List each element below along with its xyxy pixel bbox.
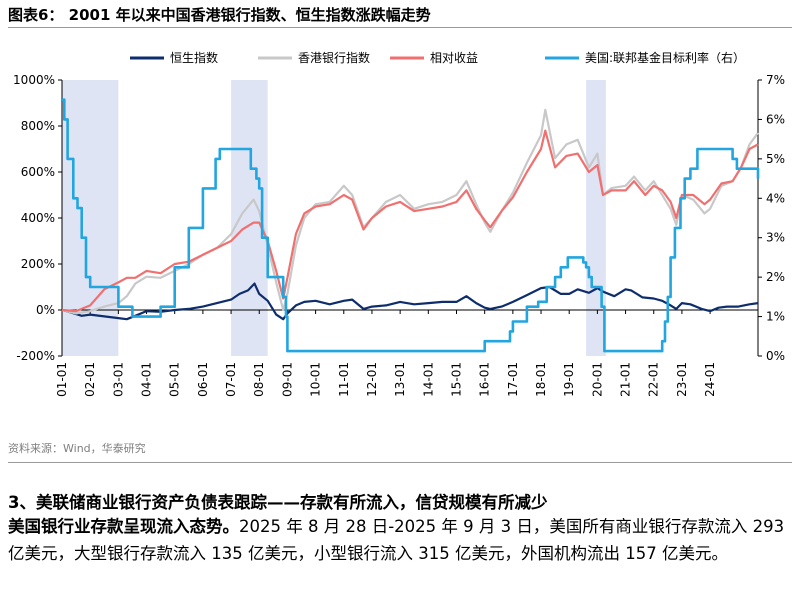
legend-label: 美国:联邦基金目标利率（右） <box>585 50 745 65</box>
x-tick-label: 10-01 <box>309 362 323 397</box>
right-tick-label: 0% <box>766 349 785 363</box>
legend-label: 恒生指数 <box>170 50 218 65</box>
right-tick-label: 6% <box>766 112 785 126</box>
legend-label: 香港银行指数 <box>298 50 370 65</box>
x-tick-label: 15-01 <box>449 362 463 397</box>
body-paragraph: 美国银行业存款呈现流入态势。2025 年 8 月 28 日-2025 年 9 月… <box>8 513 794 567</box>
x-tick-label: 19-01 <box>562 362 576 397</box>
x-tick-label: 09-01 <box>280 362 294 397</box>
x-tick-label: 04-01 <box>140 362 154 397</box>
shaded-periods <box>62 80 606 356</box>
right-tick-label: 4% <box>766 191 785 205</box>
right-tick-label: 5% <box>766 152 785 166</box>
x-tick-label: 22-01 <box>647 362 661 397</box>
series-line <box>62 98 760 353</box>
x-tick-label: 01-01 <box>55 362 69 397</box>
series-line <box>61 282 759 321</box>
paragraph-body: 2025 年 8 月 28 日-2025 年 9 月 3 日，美国所有商业银行存… <box>8 517 785 563</box>
source-note: 资料来源：Wind，华泰研究 <box>8 442 146 455</box>
x-tick-label: 07-01 <box>224 362 238 397</box>
x-tick-label: 21-01 <box>619 362 633 397</box>
series-lines <box>61 98 760 353</box>
x-tick-label: 13-01 <box>393 362 407 397</box>
series-line <box>61 129 759 313</box>
x-tick-label: 06-01 <box>196 362 210 397</box>
x-tick-label: 23-01 <box>675 362 689 397</box>
source-divider <box>8 462 792 463</box>
x-tick-label: 17-01 <box>506 362 520 397</box>
left-tick-label: 600% <box>21 165 55 179</box>
left-tick-label: 400% <box>21 211 55 225</box>
figure-title: 图表6： 2001 年以来中国香港银行指数、恒生指数涨跌幅走势 <box>8 6 431 24</box>
x-tick-label: 18-01 <box>534 362 548 397</box>
section-heading: 3、美联储商业银行资产负债表跟踪——存款有所流入，信贷规模有所减少 <box>8 493 548 512</box>
legend-label: 相对收益 <box>430 51 478 65</box>
series-line <box>61 108 759 315</box>
x-tick-label: 16-01 <box>478 362 492 397</box>
line-chart: -200% 0% 200% 400% 600% 800% 1000% 0% 1% 2% 3% 4% 5%… <box>13 50 785 397</box>
right-tick-label: 2% <box>766 270 785 284</box>
x-tick-label: 14-01 <box>421 362 435 397</box>
x-tick-label: 12-01 <box>365 362 379 397</box>
x-tick-label: 20-01 <box>590 362 604 397</box>
paragraph-lead: 美国银行业存款呈现流入态势。 <box>8 517 239 536</box>
left-tick-label: 800% <box>21 119 55 133</box>
left-tick-label: -200% <box>16 349 55 363</box>
right-tick-label: 1% <box>766 310 785 324</box>
recession-band <box>586 80 606 356</box>
legend: 恒生指数 香港银行指数 相对收益 美国:联邦基金目标利率（右） <box>130 50 745 65</box>
x-tick-label: 05-01 <box>168 362 182 397</box>
x-tick-label: 02-01 <box>83 362 97 397</box>
right-tick-label: 3% <box>766 231 785 245</box>
x-tick-label: 24-01 <box>703 362 717 397</box>
title-divider <box>8 27 792 28</box>
left-tick-label: 200% <box>21 257 55 271</box>
left-tick-label: 1000% <box>13 73 55 87</box>
left-tick-label: 0% <box>36 303 55 317</box>
right-tick-label: 7% <box>766 73 785 87</box>
x-tick-label: 08-01 <box>252 362 266 397</box>
x-tick-label: 11-01 <box>337 362 351 397</box>
x-tick-label: 03-01 <box>111 362 125 397</box>
axes: -200% 0% 200% 400% 600% 800% 1000% 0% 1% 2% 3% 4% 5%… <box>13 73 785 397</box>
